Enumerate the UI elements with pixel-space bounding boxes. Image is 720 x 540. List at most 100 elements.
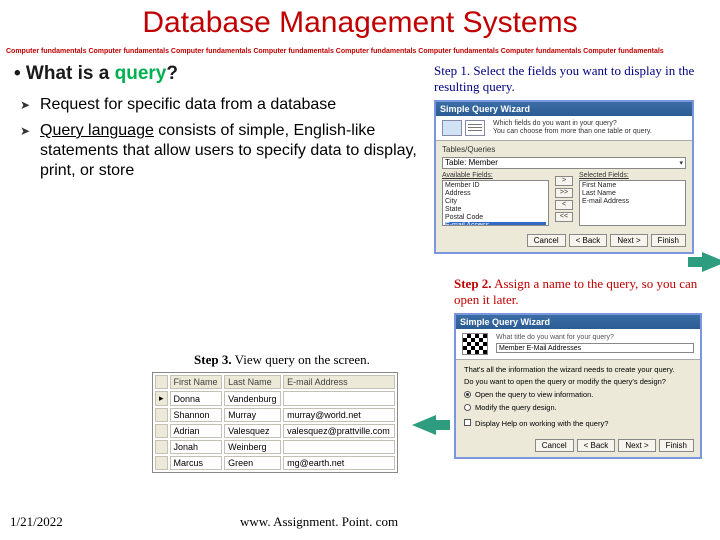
option-open-row: Open the query to view information. [464, 390, 692, 400]
cell[interactable]: Jonah [170, 440, 223, 454]
remove-one-button[interactable]: < [555, 200, 573, 210]
selected-fields-col: Selected Fields: First Name Last Name E-… [579, 172, 686, 226]
row-selector[interactable] [155, 456, 168, 470]
finish-button[interactable]: Finish [651, 234, 686, 247]
footer-date: 1/21/2022 [10, 514, 63, 530]
cell[interactable]: Donna [170, 391, 223, 406]
radio-modify-label: Modify the query design. [475, 403, 557, 413]
wizard1-body: Tables/Queries Table: Member ▾ Available… [436, 141, 692, 230]
next-button[interactable]: Next > [610, 234, 647, 247]
radio-open-label: Open the query to view information. [475, 390, 593, 400]
step3-label: Step 3. [194, 352, 232, 367]
cell[interactable]: valesquez@prattville.com [283, 424, 395, 438]
form-preview-icon [465, 120, 485, 136]
radio-open[interactable] [464, 391, 471, 398]
list-item[interactable]: Member ID [445, 182, 546, 190]
cell[interactable]: Valesquez [224, 424, 281, 438]
column-header[interactable]: Last Name [224, 375, 281, 389]
cell[interactable]: Adrian [170, 424, 223, 438]
row-header-blank [155, 375, 168, 389]
cell[interactable]: mg@earth.net [283, 456, 395, 470]
wizard2-info: That's all the information the wizard ne… [464, 365, 692, 375]
main-content: • What is a query? ➤ Request for specifi… [0, 59, 720, 254]
table-row: AdrianValesquezvalesquez@prattville.com [155, 424, 395, 438]
cell[interactable]: Vandenburg [224, 391, 281, 406]
remove-all-button[interactable]: << [555, 212, 573, 222]
repeated-banner: Computer fundamentals Computer fundament… [0, 40, 720, 59]
step1-label: Step 1. [434, 63, 470, 78]
cell[interactable] [283, 391, 395, 406]
step2-label: Step 2. [454, 276, 492, 291]
step1-text: Select the fields you want to display in… [434, 63, 694, 94]
cell[interactable] [283, 440, 395, 454]
step3-text: View query on the screen. [232, 352, 370, 367]
list-item[interactable]: Last Name [582, 190, 683, 198]
row-selector[interactable]: ▸ [155, 391, 168, 406]
list-item[interactable]: Address [445, 190, 546, 198]
cell[interactable]: Marcus [170, 456, 223, 470]
wizard-step1: Simple Query Wizard Which fields do you … [434, 100, 694, 254]
next-button[interactable]: Next > [618, 439, 655, 452]
selected-fields-label: Selected Fields: [579, 172, 686, 179]
query-result-datasheet: First Name Last Name E-mail Address ▸Don… [152, 372, 398, 473]
cell[interactable]: Weinberg [224, 440, 281, 454]
add-one-button[interactable]: > [555, 176, 573, 186]
list-item[interactable]: First Name [582, 182, 683, 190]
right-column: Step 1. Select the fields you want to di… [434, 63, 712, 254]
list-item[interactable]: Postal Code [445, 214, 546, 222]
selected-fields-listbox[interactable]: First Name Last Name E-mail Address [579, 180, 686, 226]
back-button[interactable]: < Back [577, 439, 616, 452]
add-all-button[interactable]: >> [555, 188, 573, 198]
step1-caption: Step 1. Select the fields you want to di… [434, 63, 712, 96]
cell[interactable]: Shannon [170, 408, 223, 422]
wizard2-buttons: Cancel < Back Next > Finish [456, 434, 700, 457]
list-item[interactable]: City [445, 198, 546, 206]
green-arrow-icon [412, 415, 436, 435]
heading-accent: query [115, 63, 167, 84]
wizard1-subtitle: Which fields do you want in your query? … [493, 120, 652, 136]
step3-block: Step 3. View query on the screen. First … [152, 352, 412, 473]
wizard2-prompt: Do you want to open the query or modify … [464, 377, 692, 387]
help-checkbox[interactable] [464, 419, 471, 426]
radio-modify[interactable] [464, 404, 471, 411]
list-item-selected[interactable]: E-mail Access [445, 222, 546, 226]
combo-value: Table: Member [445, 158, 498, 167]
left-column: • What is a query? ➤ Request for specifi… [14, 63, 434, 254]
finish-button[interactable]: Finish [659, 439, 694, 452]
bullet-item: ➤ Request for specific data from a datab… [20, 95, 426, 115]
wizard2-header: What title do you want for your query? M… [456, 329, 700, 360]
list-item[interactable]: State [445, 206, 546, 214]
wizard2-question: What title do you want for your query? [496, 334, 694, 342]
dual-list: Available Fields: Member ID Address City… [442, 172, 686, 226]
wizard2-titlebar: Simple Query Wizard [456, 315, 700, 329]
underlined-term: Query language [40, 122, 154, 139]
cell[interactable]: Murray [224, 408, 281, 422]
cancel-button[interactable]: Cancel [527, 234, 566, 247]
row-selector[interactable] [155, 424, 168, 438]
table-row: MarcusGreenmg@earth.net [155, 456, 395, 470]
tables-queries-combo[interactable]: Table: Member ▾ [442, 157, 686, 169]
list-item[interactable]: E-mail Address [582, 198, 683, 206]
cell[interactable]: murray@world.net [283, 408, 395, 422]
row-selector[interactable] [155, 408, 168, 422]
tables-queries-combo-row: Table: Member ▾ [442, 157, 686, 169]
available-fields-listbox[interactable]: Member ID Address City State Postal Code… [442, 180, 549, 226]
column-header[interactable]: E-mail Address [283, 375, 395, 389]
tables-queries-row: Tables/Queries [442, 145, 686, 154]
table-row: JonahWeinberg [155, 440, 395, 454]
table-row: ShannonMurraymurray@world.net [155, 408, 395, 422]
heading-suffix: ? [166, 63, 178, 84]
step2-block: Step 2. Assign a name to the query, so y… [454, 276, 702, 459]
query-name-input[interactable]: Member E-Mail Addresses [496, 343, 694, 353]
wizard2-header-text: What title do you want for your query? M… [496, 334, 694, 354]
back-button[interactable]: < Back [569, 234, 608, 247]
help-row: Display Help on working with the query? [464, 419, 692, 429]
wizard-step2: Simple Query Wizard What title do you wa… [454, 313, 702, 460]
cancel-button[interactable]: Cancel [535, 439, 574, 452]
bullet-list: ➤ Request for specific data from a datab… [14, 95, 426, 181]
row-selector[interactable] [155, 440, 168, 454]
column-header[interactable]: First Name [170, 375, 223, 389]
tables-queries-label: Tables/Queries [442, 145, 490, 154]
cell[interactable]: Green [224, 456, 281, 470]
heading-prefix: • What is a [14, 63, 115, 84]
